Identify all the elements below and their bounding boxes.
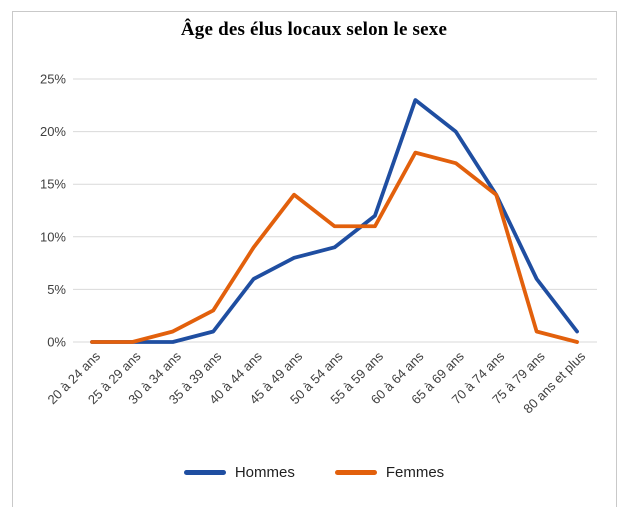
- legend: Hommes Femmes: [0, 459, 628, 485]
- y-tick-label: 25%: [40, 72, 66, 87]
- y-tick-label: 0%: [47, 335, 66, 350]
- hommes-line-swatch: [183, 469, 226, 475]
- femmes-line-swatch: [334, 469, 377, 475]
- legend-item-hommes: Hommes: [183, 463, 295, 481]
- y-tick-label: 5%: [47, 282, 66, 297]
- legend-label-hommes: Hommes: [234, 463, 295, 481]
- legend-label-femmes: Femmes: [385, 463, 445, 481]
- chart-title: Âge des élus locaux selon le sexe: [180, 19, 448, 40]
- y-tick-label: 15%: [40, 177, 66, 192]
- y-tick-label: 10%: [40, 229, 66, 244]
- series-line-femmes: [90, 150, 579, 344]
- y-tick-label: 20%: [40, 124, 66, 139]
- legend-item-femmes: Femmes: [334, 463, 445, 481]
